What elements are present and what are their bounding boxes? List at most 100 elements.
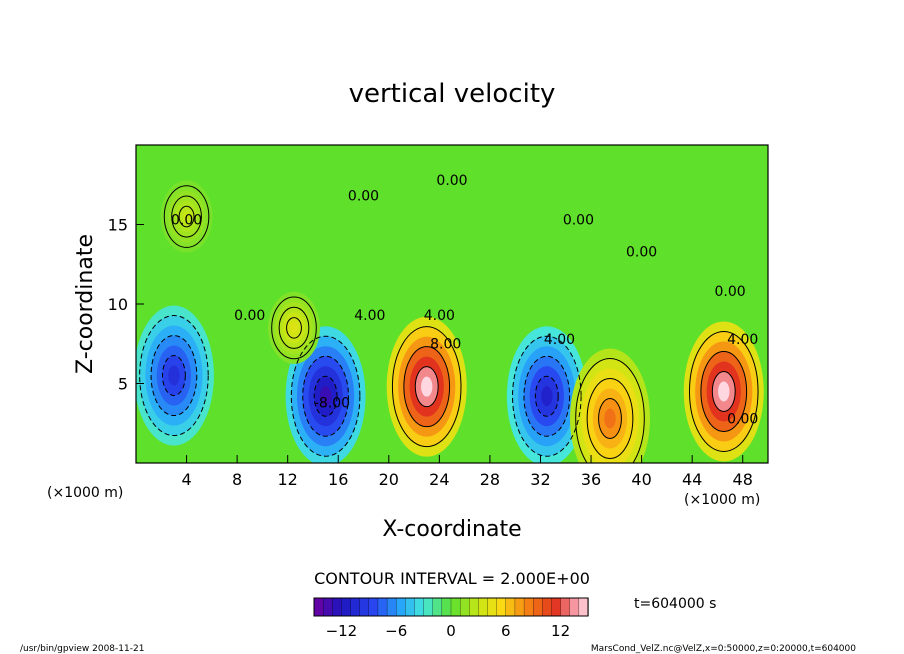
contour-line — [163, 185, 210, 248]
contour-line — [139, 315, 209, 437]
contour-value-label: 0.00 — [436, 173, 467, 189]
contour-line — [171, 195, 202, 238]
colorbar-segment — [533, 597, 543, 617]
contour-value-label: 4.00 — [727, 332, 758, 348]
velocity-cell — [136, 305, 214, 446]
colorbar-segment — [322, 597, 333, 617]
contour-value-label: 0.00 — [563, 213, 594, 229]
contour-value-label: -8.00 — [314, 395, 350, 411]
colorbar-segment — [469, 597, 480, 617]
footer-left: /usr/bin/gpview 2008-11-21 — [20, 644, 144, 654]
x-tick-label: 8 — [232, 470, 242, 489]
y-tick-label: 15 — [108, 216, 128, 235]
contour-value-label: 0.00 — [234, 308, 265, 324]
colorbar-segment — [368, 597, 379, 617]
colorbar-segment — [542, 597, 553, 617]
contour-line — [711, 370, 736, 412]
contour-value-label: 4.00 — [354, 308, 385, 324]
contour-value-label: 4.00 — [544, 332, 575, 348]
x-unit-left: (×1000 m) — [47, 485, 123, 501]
contour-line — [313, 375, 338, 417]
x-tick-label: 16 — [328, 470, 348, 489]
footer-right: MarsCond_VelZ.nc@VelZ,x=0:50000,z=0:2000… — [591, 644, 856, 654]
contour-line — [178, 205, 195, 228]
contour-value-label: 4.00 — [424, 308, 455, 324]
x-unit-right: (×1000 m) — [684, 492, 760, 508]
colorbar-segment — [405, 597, 416, 617]
contour-value-label: 0.00 — [171, 213, 202, 229]
colorbar-segment — [578, 597, 589, 617]
y-axis-label: Z-coordinate — [73, 234, 98, 374]
contour-line — [523, 355, 571, 437]
contour-line — [302, 355, 349, 437]
colorbar-segment — [359, 597, 370, 617]
plot-area — [136, 145, 768, 463]
time-label: t=604000 s — [634, 596, 716, 612]
colorbar-segment — [560, 597, 571, 617]
x-tick-label: 28 — [480, 470, 500, 489]
colorbar-segment — [551, 597, 562, 617]
x-tick-label: 32 — [530, 470, 550, 489]
contour-line — [290, 335, 361, 457]
contour-line — [586, 377, 634, 459]
contour-value-label: 0.00 — [714, 284, 745, 300]
colorbar-frame — [313, 597, 589, 617]
contour-line — [403, 346, 451, 428]
velocity-cell — [570, 348, 650, 463]
colorbar-segment — [341, 597, 352, 617]
contour-value-label: 8.00 — [430, 337, 461, 353]
contour-line — [534, 375, 559, 417]
x-tick-label: 12 — [278, 470, 298, 489]
contour-line — [414, 366, 439, 408]
x-tick-label: 48 — [733, 470, 753, 489]
contour-line — [161, 355, 186, 397]
colorbar-segment — [478, 597, 489, 617]
colorbar-segment — [350, 597, 361, 617]
colorbar-segment — [450, 597, 461, 617]
contour-line — [598, 397, 622, 439]
x-tick-label: 20 — [379, 470, 399, 489]
contour-line — [700, 350, 748, 432]
contour-value-label: 0.00 — [348, 189, 379, 205]
contour-value-label: 0.00 — [727, 411, 758, 427]
contour-line — [278, 306, 310, 349]
contour-value-label: 0.00 — [626, 244, 657, 260]
contour-line — [271, 296, 317, 360]
contour-line — [575, 357, 645, 463]
colorbar-segment — [377, 597, 388, 617]
velocity-cell — [386, 316, 467, 457]
colorbar-segment — [332, 597, 343, 617]
velocity-cell — [160, 180, 213, 253]
velocity-cell — [683, 321, 764, 462]
contour-line — [391, 326, 462, 448]
velocity-cell — [268, 291, 320, 364]
colorbar-segment — [459, 597, 470, 617]
contour-line — [688, 330, 759, 452]
contour-line — [512, 335, 582, 457]
colorbar-tick-label: 0 — [446, 622, 456, 640]
colorbar-tick-label: 6 — [501, 622, 511, 640]
colorbar-segment — [432, 597, 443, 617]
colorbar-segment — [386, 597, 397, 617]
x-tick-label: 40 — [631, 470, 651, 489]
colorbar-segment — [487, 597, 498, 617]
colorbar-tick-label: 12 — [551, 622, 570, 640]
x-tick-label: 24 — [429, 470, 449, 489]
colorbar-segment — [569, 597, 580, 617]
colorbar-segment — [505, 597, 516, 617]
x-axis-label: X-coordinate — [382, 517, 521, 542]
x-tick-label: 44 — [682, 470, 702, 489]
colorbar-segment — [423, 597, 434, 617]
contour-interval-label: CONTOUR INTERVAL = 2.000E+00 — [314, 569, 590, 588]
colorbar-tick-label: −12 — [326, 622, 358, 640]
colorbar — [313, 597, 589, 617]
colorbar-segment — [414, 597, 425, 617]
y-tick-label: 10 — [108, 295, 128, 314]
colorbar-segment — [313, 597, 324, 617]
chart-title: vertical velocity — [349, 79, 556, 109]
contour-line — [150, 335, 198, 417]
colorbar-segment — [396, 597, 406, 617]
colorbar-tick-label: −6 — [385, 622, 407, 640]
colorbar-segment — [441, 597, 452, 617]
